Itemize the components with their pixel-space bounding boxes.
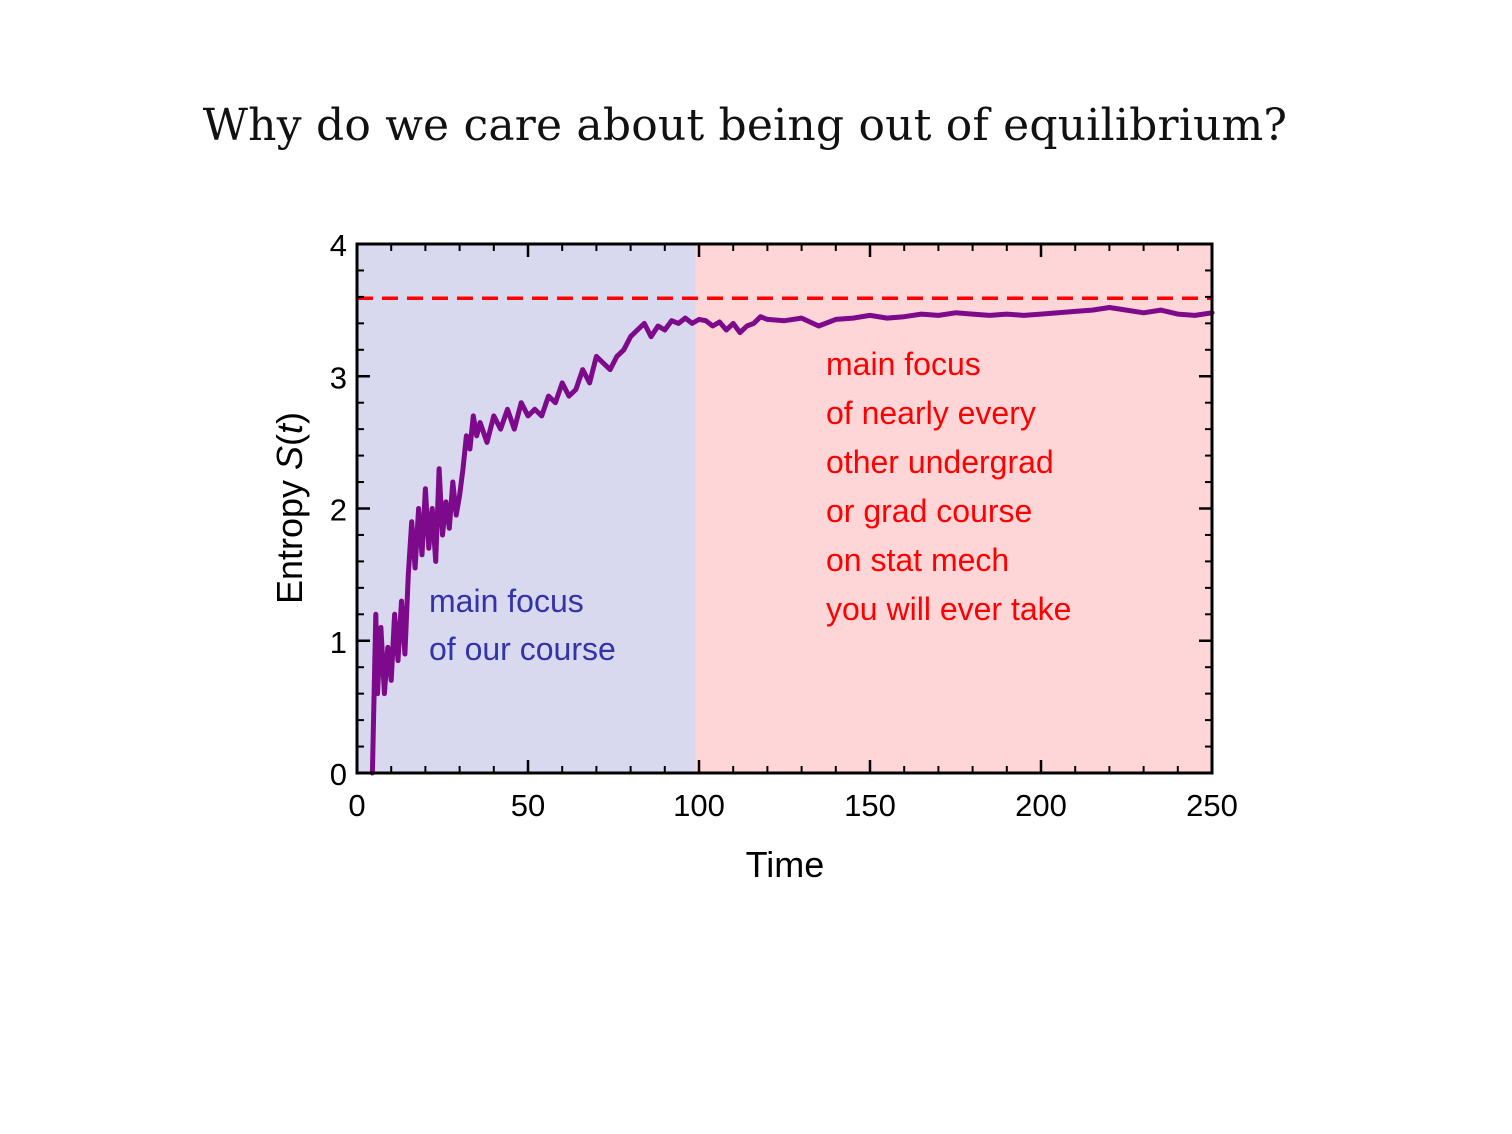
region-out-of-equilibrium: [357, 244, 696, 773]
x-tick-label: 150: [844, 788, 896, 823]
region-equilibrium: [695, 244, 1212, 773]
y-axis-title-symbol: S: [269, 446, 310, 470]
x-axis-title: Time: [746, 844, 825, 885]
annotation-other-courses-line-4: or grad course: [826, 493, 1032, 529]
annotation-our-course-line-2: of our course: [429, 631, 616, 667]
y-axis-title-close: ): [269, 412, 310, 424]
slide-title: Why do we care about being out of equili…: [202, 100, 1288, 151]
annotation-our-course: main focus of our course: [429, 583, 616, 667]
y-tick-label: 1: [330, 625, 347, 660]
y-tick-label: 0: [330, 757, 347, 792]
annotation-other-courses-line-3: other undergrad: [826, 444, 1054, 480]
y-tick-label: 3: [330, 360, 347, 395]
y-axis-title: Entropy S(t): [269, 412, 310, 604]
x-tick-label: 200: [1015, 788, 1067, 823]
x-tick-label: 250: [1186, 788, 1238, 823]
annotation-our-course-line-1: main focus: [429, 583, 584, 619]
annotation-other-courses-line-6: you will ever take: [826, 591, 1071, 627]
x-tick-label: 0: [348, 788, 365, 823]
annotation-other-courses-line-2: of nearly every: [826, 395, 1036, 431]
annotation-other-courses: main focus of nearly every other undergr…: [826, 346, 1071, 627]
annotation-other-courses-line-5: on stat mech: [826, 542, 1009, 578]
y-tick-label: 4: [330, 228, 347, 263]
y-axis-title-prefix: Entropy: [269, 470, 310, 604]
annotation-other-courses-line-1: main focus: [826, 346, 981, 382]
x-tick-label: 50: [511, 788, 545, 823]
y-tick-label: 2: [330, 493, 347, 528]
x-tick-label: 100: [673, 788, 725, 823]
y-axis-title-var: t: [269, 422, 310, 434]
series-line-entropy: [369, 305, 1215, 776]
y-axis-title-open: (: [269, 434, 310, 446]
